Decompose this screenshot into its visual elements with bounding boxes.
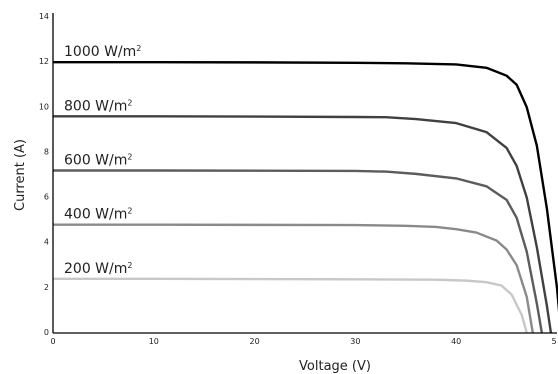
y-tick-label: 12 — [39, 57, 49, 66]
series-line — [53, 115, 553, 334]
series-labels: 1000 W/m2 800 W/m2 600 W/m2 400 W/m2 200 W/m… — [64, 44, 141, 277]
x-tick-label: 0 — [50, 337, 55, 346]
x-tick-label: 5 — [551, 337, 556, 346]
y-tick-label: 4 — [44, 238, 49, 247]
y-tick-label: 14 — [39, 12, 49, 21]
series-label: 400 W/m2 — [64, 207, 132, 223]
series-label: 200 W/m2 — [64, 261, 132, 277]
series-line — [53, 223, 534, 334]
series-label: 800 W/m2 — [64, 98, 132, 114]
series-line — [53, 60, 558, 313]
series-layer — [53, 60, 558, 334]
y-tick-label: 8 — [44, 147, 49, 156]
x-tick-label: 30 — [350, 337, 360, 346]
y-tick-label: 0 — [44, 328, 49, 337]
y-axis-title: Current (A) — [13, 139, 28, 211]
y-tick-label: 6 — [44, 193, 49, 202]
y-tick-labels: 0 2 4 6 8 10 12 14 — [39, 12, 49, 337]
series-line — [53, 277, 528, 334]
x-tick-label: 10 — [149, 337, 159, 346]
series-label: 1000 W/m2 — [64, 44, 141, 60]
x-tick-label: 20 — [250, 337, 260, 346]
axis-layer — [52, 13, 557, 334]
x-tick-labels: 0 10 20 30 40 5 — [50, 337, 556, 346]
y-tick-label: 10 — [39, 102, 49, 111]
series-label: 600 W/m2 — [64, 152, 132, 168]
x-tick-label: 40 — [451, 337, 461, 346]
series-line — [53, 169, 544, 334]
x-axis-title: Voltage (V) — [299, 359, 371, 374]
y-tick-label: 2 — [44, 283, 49, 292]
